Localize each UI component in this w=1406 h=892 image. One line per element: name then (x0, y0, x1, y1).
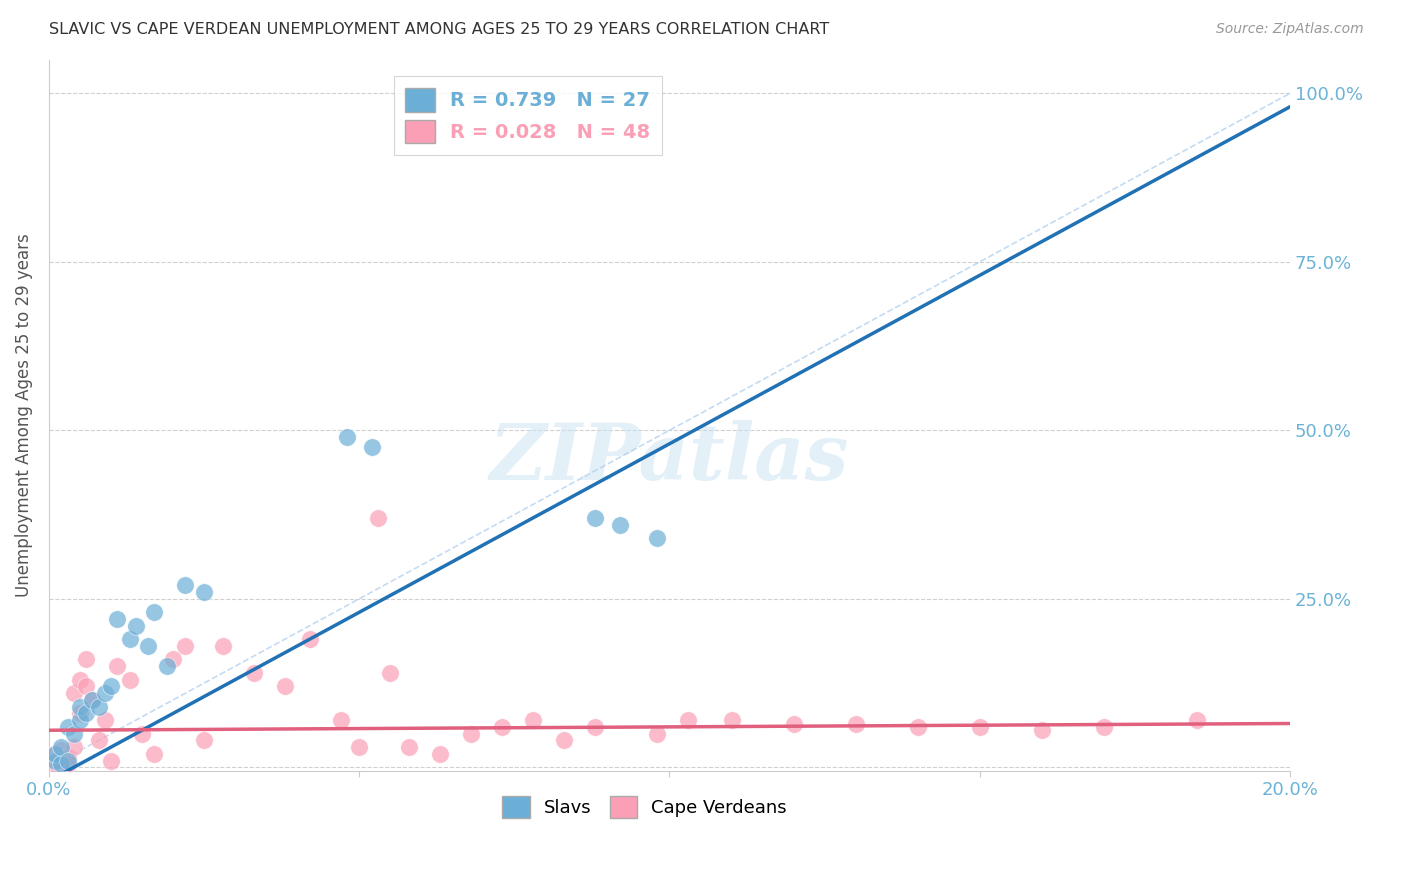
Point (645, 531, 668, 545)
Point (143, 747, 166, 761)
Point (100, 754, 122, 768)
Point (125, 619, 148, 633)
Point (162, 652, 184, 666)
Point (645, 726, 668, 740)
Point (211, 639, 233, 653)
Point (136, 639, 159, 653)
Point (460, 726, 482, 740)
Point (118, 673, 141, 687)
Point (44, 747, 66, 761)
Point (583, 720, 606, 734)
Point (94, 686, 117, 700)
Text: Source: ZipAtlas.com: Source: ZipAtlas.com (1216, 22, 1364, 37)
Point (609, 517, 631, 532)
Point (44, 747, 66, 761)
Point (51, 740, 73, 755)
Point (429, 747, 451, 761)
Point (398, 740, 420, 755)
Point (51, 756, 73, 771)
Point (51, 754, 73, 768)
Point (380, 665, 402, 680)
Point (56, 756, 79, 771)
Point (62, 726, 84, 740)
Point (298, 632, 321, 647)
Point (94, 713, 117, 727)
Point (174, 578, 197, 592)
Point (553, 733, 575, 747)
Point (522, 713, 544, 727)
Point (969, 720, 991, 734)
Point (44, 756, 66, 771)
Point (367, 511, 389, 525)
Point (82, 693, 104, 707)
Point (87, 699, 110, 714)
Point (75, 706, 97, 721)
Legend: Slavs, Cape Verdeans: Slavs, Cape Verdeans (495, 789, 794, 826)
Point (87, 733, 110, 747)
Point (75, 680, 97, 694)
Point (720, 713, 742, 727)
Point (56, 754, 79, 768)
Point (69, 673, 91, 687)
Y-axis label: Unemployment Among Ages 25 to 29 years: Unemployment Among Ages 25 to 29 years (15, 234, 32, 597)
Point (1031, 723, 1053, 738)
Point (491, 720, 513, 734)
Point (845, 716, 868, 731)
Point (75, 652, 97, 666)
Point (44, 754, 66, 768)
Point (118, 632, 141, 647)
Point (51, 743, 73, 757)
Point (62, 686, 84, 700)
Point (907, 720, 929, 734)
Point (69, 713, 91, 727)
Point (62, 740, 84, 755)
Point (105, 659, 128, 673)
Point (242, 665, 264, 680)
Point (329, 713, 352, 727)
Point (349, 740, 371, 755)
Point (69, 706, 91, 721)
Text: SLAVIC VS CAPE VERDEAN UNEMPLOYMENT AMONG AGES 25 TO 29 YEARS CORRELATION CHART: SLAVIC VS CAPE VERDEAN UNEMPLOYMENT AMON… (49, 22, 830, 37)
Point (69, 699, 91, 714)
Point (156, 659, 179, 673)
Text: ZIPatlas: ZIPatlas (489, 419, 849, 496)
Point (82, 693, 104, 707)
Point (1185, 713, 1208, 727)
Point (105, 612, 128, 626)
Point (131, 726, 153, 740)
Point (143, 605, 166, 619)
Point (782, 716, 804, 731)
Point (274, 680, 297, 694)
Point (174, 639, 197, 653)
Point (193, 733, 215, 747)
Point (100, 680, 122, 694)
Point (360, 440, 382, 454)
Point (1092, 720, 1115, 734)
Point (193, 585, 215, 599)
Point (56, 750, 79, 764)
Point (583, 511, 606, 525)
Point (336, 430, 359, 444)
Point (676, 713, 699, 727)
Point (56, 720, 79, 734)
